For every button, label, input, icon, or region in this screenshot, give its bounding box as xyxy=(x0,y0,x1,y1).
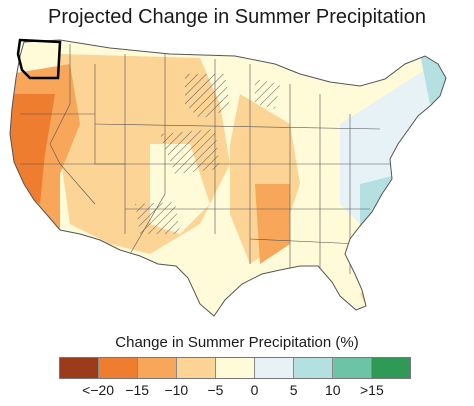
legend-swatch xyxy=(138,358,177,378)
legend-tick-label: −10 xyxy=(164,382,189,398)
legend-swatch xyxy=(216,358,255,378)
legend-swatch xyxy=(333,358,372,378)
legend-swatch xyxy=(177,358,216,378)
legend-swatch xyxy=(60,358,99,378)
legend-tick-label: <−20 xyxy=(82,382,115,398)
legend-tick-label: 0 xyxy=(250,382,259,398)
legend-tick-label: >15 xyxy=(360,382,384,398)
legend-tick-label: 5 xyxy=(289,382,298,398)
legend-tick-label: −5 xyxy=(207,382,224,398)
legend-tick-labels: <−20 −15 −10 −5 0 5 10 >15 xyxy=(59,382,411,402)
precipitation-fill xyxy=(10,40,446,316)
map-title: Projected Change in Summer Precipitation xyxy=(48,6,426,28)
map-svg xyxy=(9,38,447,317)
legend-swatch xyxy=(294,358,333,378)
legend-tick-label: 10 xyxy=(324,382,341,398)
legend-swatch xyxy=(372,358,410,378)
legend-swatch xyxy=(99,358,138,378)
washington-highlight xyxy=(16,38,62,80)
legend-swatch xyxy=(255,358,294,378)
legend-title: Change in Summer Precipitation (%) xyxy=(115,334,359,351)
state-boundaries xyxy=(20,44,390,274)
us-precipitation-map xyxy=(0,34,474,324)
legend-tick-label: −15 xyxy=(125,382,150,398)
legend-color-bar xyxy=(59,357,411,379)
